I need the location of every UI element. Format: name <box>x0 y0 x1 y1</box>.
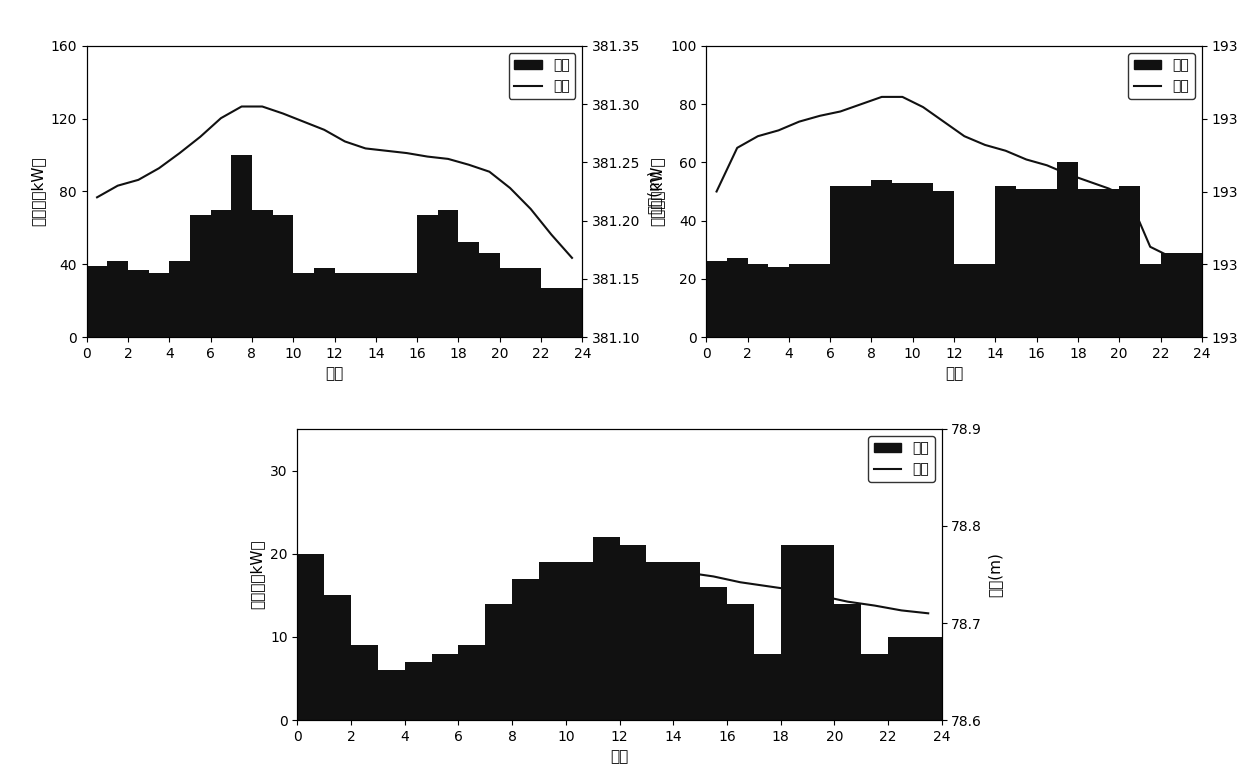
Bar <box>933 192 954 337</box>
Bar <box>954 264 975 337</box>
Y-axis label: 水位(m): 水位(m) <box>646 169 662 214</box>
X-axis label: 时段: 时段 <box>945 366 963 381</box>
Bar <box>753 653 781 720</box>
Bar <box>170 260 190 337</box>
Bar <box>673 562 700 720</box>
Legend: 出力, 水位: 出力, 水位 <box>1129 53 1194 99</box>
Bar <box>892 183 913 337</box>
Bar <box>1037 188 1057 337</box>
Bar <box>727 258 747 337</box>
Bar <box>647 562 673 720</box>
Bar <box>975 264 995 337</box>
Bar <box>781 545 808 720</box>
Bar <box>706 261 727 337</box>
Bar <box>479 254 499 337</box>
Bar <box>1181 253 1202 337</box>
Bar <box>313 268 335 337</box>
Bar <box>808 545 834 720</box>
X-axis label: 时段: 时段 <box>611 749 628 764</box>
Bar <box>431 653 458 720</box>
Bar <box>1057 162 1078 337</box>
Bar <box>592 537 620 720</box>
Legend: 出力, 水位: 出力, 水位 <box>869 436 934 482</box>
Bar <box>830 185 851 337</box>
Bar <box>914 637 942 720</box>
Bar <box>541 288 561 337</box>
Bar <box>700 587 727 720</box>
Bar <box>351 645 378 720</box>
Bar <box>325 595 351 720</box>
Bar <box>418 215 437 337</box>
Bar <box>232 155 252 337</box>
Bar <box>520 268 541 337</box>
Bar <box>861 653 888 720</box>
Bar <box>566 562 592 720</box>
Bar <box>405 662 431 720</box>
Bar <box>512 578 539 720</box>
Bar <box>727 604 753 720</box>
Y-axis label: 水位(m): 水位(m) <box>987 552 1002 597</box>
Bar <box>378 670 405 720</box>
Bar <box>1099 188 1119 337</box>
Bar <box>87 266 108 337</box>
Bar <box>396 273 418 337</box>
Bar <box>437 210 458 337</box>
Bar <box>1078 188 1099 337</box>
Y-axis label: 出力（万kW）: 出力（万kW） <box>649 157 664 226</box>
Bar <box>809 264 830 337</box>
Bar <box>273 215 294 337</box>
Bar <box>913 183 933 337</box>
Bar <box>458 242 479 337</box>
Bar <box>1140 264 1161 337</box>
Bar <box>620 545 647 720</box>
Bar <box>561 288 582 337</box>
Bar <box>1161 253 1181 337</box>
Bar <box>789 264 809 337</box>
Bar <box>128 270 149 337</box>
Bar <box>335 273 356 337</box>
Bar <box>297 554 325 720</box>
Bar <box>499 268 520 337</box>
Bar <box>356 273 375 337</box>
Bar <box>747 264 768 337</box>
Bar <box>995 185 1016 337</box>
Bar <box>108 260 128 337</box>
Bar <box>834 604 861 720</box>
Bar <box>458 645 486 720</box>
Bar <box>294 273 313 337</box>
Bar <box>486 604 512 720</box>
X-axis label: 时段: 时段 <box>326 366 343 381</box>
Bar <box>1119 185 1140 337</box>
Legend: 出力, 水位: 出力, 水位 <box>509 53 575 99</box>
Bar <box>1016 188 1037 337</box>
Bar <box>888 637 914 720</box>
Bar <box>190 215 211 337</box>
Bar <box>149 273 170 337</box>
Bar <box>375 273 396 337</box>
Bar <box>871 180 892 337</box>
Bar <box>768 267 789 337</box>
Bar <box>539 562 566 720</box>
Bar <box>851 185 871 337</box>
Bar <box>252 210 273 337</box>
Bar <box>211 210 232 337</box>
Y-axis label: 出力（万kW）: 出力（万kW） <box>249 540 264 609</box>
Y-axis label: 出力（万kW）: 出力（万kW） <box>30 157 45 226</box>
